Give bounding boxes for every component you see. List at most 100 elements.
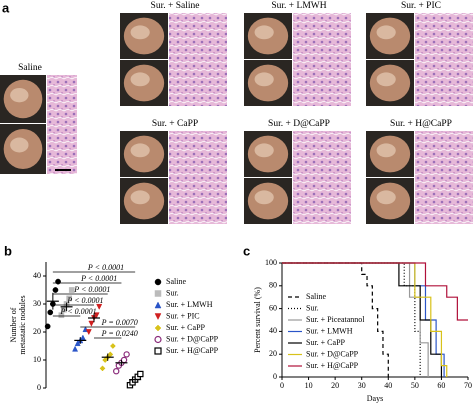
y-tick-label: 100 — [265, 258, 277, 267]
x-tick-label: 40 — [384, 381, 392, 390]
p-value: P < 0.0001 — [60, 307, 97, 316]
x-axis-label: Days — [367, 394, 383, 403]
legend-label: Sur. + Piceatannol — [306, 315, 365, 324]
group-label: Saline — [18, 63, 42, 73]
legend-label: Sur. + H@CaPP — [166, 346, 219, 355]
marker — [55, 278, 61, 285]
lung-highlight — [254, 143, 274, 158]
histology — [293, 13, 351, 106]
legend-label: Sur. + CaPP — [166, 323, 206, 332]
legend-label: Sur. — [306, 303, 319, 312]
p-value: P < 0.0001 — [87, 263, 124, 272]
p-value: P = 0.0240 — [101, 329, 138, 338]
marker — [96, 303, 103, 310]
marker — [154, 324, 162, 332]
marker — [154, 290, 162, 297]
y-axis-label: metastatic nodules — [18, 295, 27, 354]
lung-highlight — [254, 190, 274, 205]
legend-label: Sur. + LMWH — [166, 300, 213, 309]
lung-highlight — [376, 143, 396, 158]
group-label: Sur. + Saline — [151, 1, 200, 11]
x-tick-label: 20 — [331, 381, 339, 390]
histology — [415, 13, 473, 106]
y-axis-label: Percent survival (%) — [253, 287, 262, 353]
legend-label: Saline — [306, 292, 326, 301]
marker — [109, 343, 116, 349]
histology — [415, 131, 473, 224]
x-tick-label: 50 — [411, 381, 419, 390]
lung-highlight — [130, 72, 150, 87]
y-tick-label: 80 — [269, 281, 277, 290]
legend-label: Saline — [166, 277, 186, 286]
marker — [66, 295, 73, 302]
lung-highlight — [130, 190, 150, 205]
y-tick-label: 30 — [33, 299, 41, 308]
lung-highlight — [10, 137, 29, 153]
marker — [99, 365, 106, 372]
marker — [154, 301, 162, 309]
marker — [93, 312, 100, 319]
marker — [154, 347, 162, 355]
x-tick-label: 0 — [280, 381, 284, 390]
legend-label: Sur. + PIC — [166, 311, 200, 320]
lung-highlight — [376, 190, 396, 205]
marker — [68, 287, 75, 293]
p-value: P < 0.0001 — [73, 285, 110, 294]
marker — [120, 356, 128, 364]
y-tick-label: 0 — [37, 383, 41, 392]
legend-label: Sur. + LMWH — [306, 326, 353, 335]
marker — [113, 368, 120, 375]
y-tick-label: 0 — [273, 372, 277, 381]
panel-label: a — [2, 0, 10, 15]
lung-highlight — [130, 143, 150, 158]
scale-bar — [55, 169, 71, 171]
p-value: P = 0.0070 — [101, 318, 138, 327]
survival-curve — [282, 262, 448, 377]
group-label: Sur. + LMWH — [271, 1, 326, 11]
marker — [79, 334, 86, 341]
survival-curve — [282, 262, 468, 321]
x-tick-label: 30 — [358, 381, 366, 390]
lung-highlight — [376, 25, 396, 40]
y-tick-label: 40 — [33, 271, 41, 280]
survival-curve — [282, 262, 389, 377]
histology — [169, 131, 227, 224]
marker — [52, 287, 59, 293]
x-tick-label: 10 — [305, 381, 313, 390]
lung-highlight — [130, 25, 150, 40]
x-tick-label: 60 — [437, 381, 445, 390]
marker — [137, 370, 144, 378]
p-value: P < 0.0001 — [66, 296, 103, 305]
legend-label: Sur. + D@CaPP — [166, 334, 219, 343]
y-tick-label: 20 — [269, 349, 277, 358]
lung-highlight — [254, 72, 274, 87]
group-label: Sur. + H@CaPP — [390, 119, 452, 129]
legend-label: Sur. — [166, 288, 179, 297]
histology — [47, 75, 77, 174]
marker — [88, 320, 95, 327]
lung-highlight — [10, 87, 29, 103]
marker — [154, 278, 162, 286]
y-tick-label: 10 — [33, 355, 41, 364]
y-tick-label: 60 — [269, 303, 277, 312]
histology — [169, 13, 227, 106]
marker — [47, 309, 54, 316]
group-label: Sur. + CaPP — [152, 119, 198, 129]
legend-label: Sur. + H@CaPP — [306, 361, 359, 370]
marker — [72, 345, 79, 352]
marker — [44, 323, 51, 330]
group-label: Sur. + D@CaPP — [268, 119, 330, 129]
y-tick-label: 40 — [269, 326, 277, 335]
histology — [293, 131, 351, 224]
y-axis-label: Number of — [9, 307, 18, 342]
marker — [123, 351, 130, 358]
panel-label: c — [243, 243, 250, 258]
marker — [58, 312, 65, 319]
p-value: P < 0.0001 — [80, 274, 117, 283]
marker — [154, 313, 162, 321]
lung-highlight — [254, 25, 274, 40]
lung-highlight — [376, 72, 396, 87]
group-label: Sur. + PIC — [401, 1, 441, 11]
y-tick-label: 20 — [33, 327, 41, 336]
